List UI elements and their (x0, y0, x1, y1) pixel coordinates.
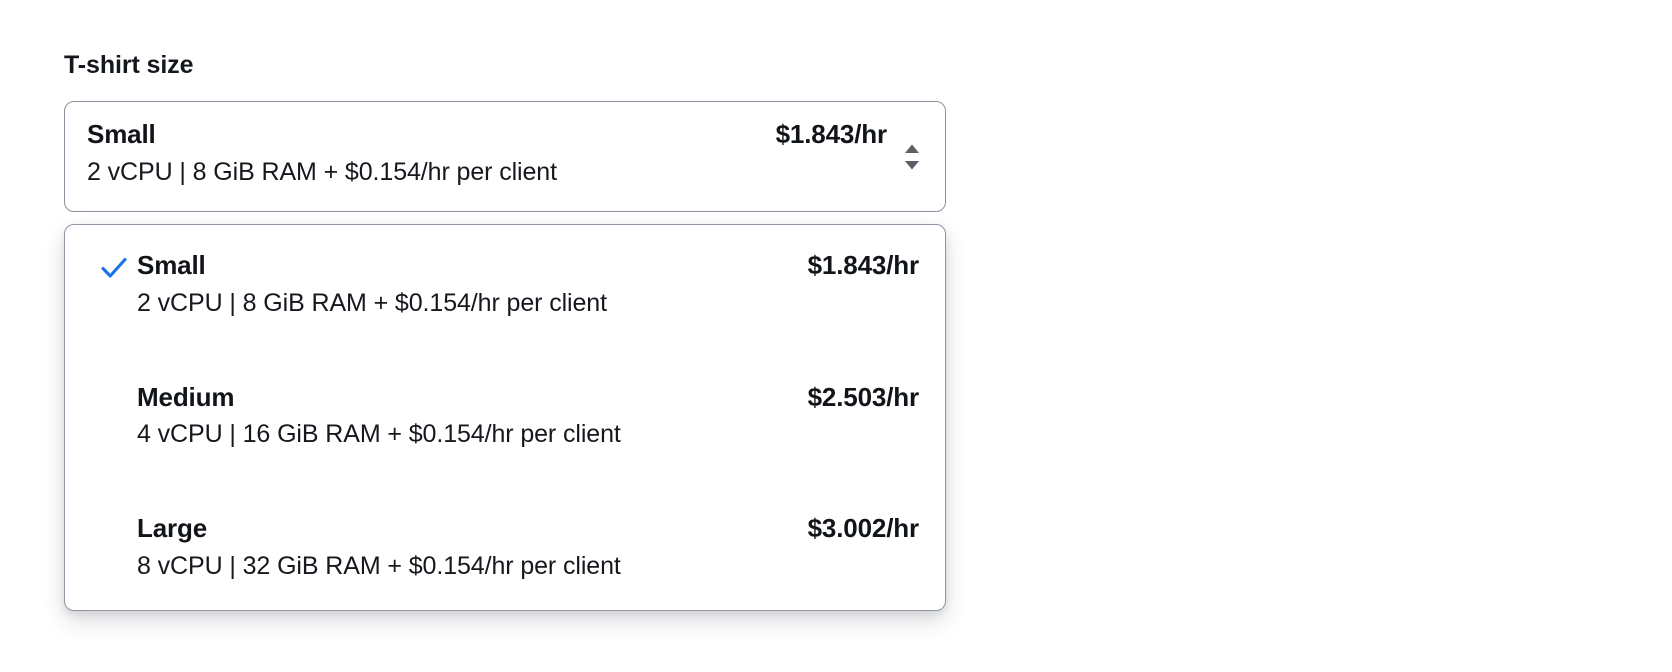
option-price: $3.002/hr (807, 513, 920, 544)
select-trigger-name: Small (87, 119, 156, 149)
option-primary-row: Large $3.002/hr (137, 512, 919, 546)
option-price: $2.503/hr (807, 381, 920, 412)
option-primary-row: Medium $2.503/hr (137, 381, 919, 415)
select-trigger-primary-row: Small $1.843/hr (87, 117, 887, 152)
check-icon (101, 257, 127, 278)
option-spec: 2 vCPU | 8 GiB RAM + $0.154/hr per clien… (137, 288, 607, 317)
select-trigger-price: $1.843/hr (775, 119, 888, 149)
select-trigger-spec: 2 vCPU | 8 GiB RAM + $0.154/hr per clien… (87, 158, 557, 187)
list-item[interactable]: Small $1.843/hr 2 vCPU | 8 GiB RAM + $0.… (65, 239, 945, 331)
option-spec: 8 vCPU | 32 GiB RAM + $0.154/hr per clie… (137, 551, 621, 580)
option-price: $1.843/hr (807, 250, 920, 280)
select-trigger-content: Small $1.843/hr 2 vCPU | 8 GiB RAM + $0.… (87, 117, 887, 190)
option-name: Large (137, 513, 208, 544)
chevron-up-down-icon[interactable] (899, 139, 925, 175)
option-spec: 4 vCPU | 16 GiB RAM + $0.154/hr per clie… (137, 420, 621, 449)
option-primary-row: Small $1.843/hr (137, 249, 919, 283)
option-name: Medium (137, 381, 235, 412)
page-title: T-shirt size (64, 51, 194, 79)
tshirt-size-select-trigger[interactable]: Small $1.843/hr 2 vCPU | 8 GiB RAM + $0.… (64, 101, 946, 212)
list-item[interactable]: Medium $2.503/hr 4 vCPU | 16 GiB RAM + $… (65, 371, 945, 463)
option-list: Small $1.843/hr 2 vCPU | 8 GiB RAM + $0.… (65, 239, 945, 594)
list-item[interactable]: Large $3.002/hr 8 vCPU | 32 GiB RAM + $0… (65, 502, 945, 594)
option-name: Small (137, 250, 206, 280)
tshirt-size-dropdown-panel[interactable]: Small $1.843/hr 2 vCPU | 8 GiB RAM + $0.… (64, 224, 946, 611)
